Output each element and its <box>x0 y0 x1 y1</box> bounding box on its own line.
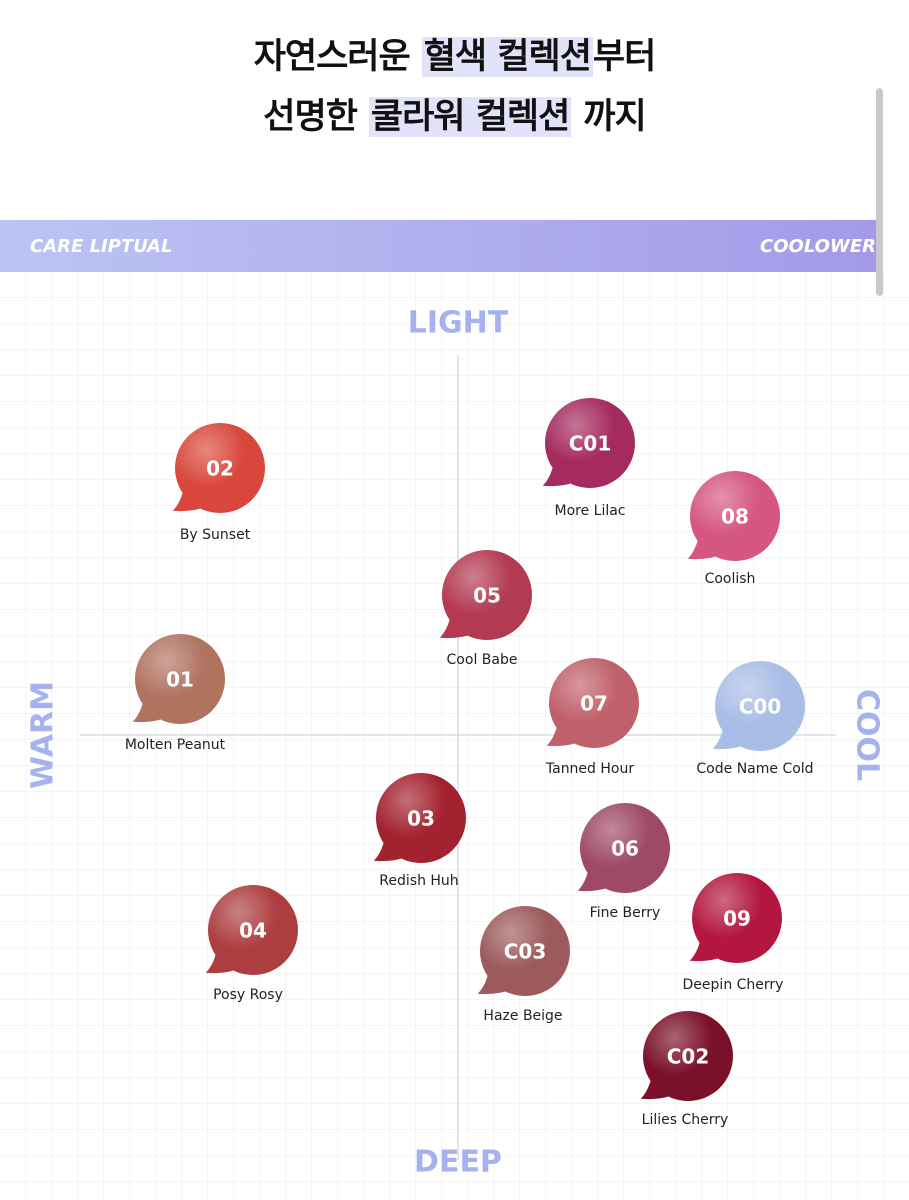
swatch: 06 Fine Berry <box>577 803 670 921</box>
swatch-shine <box>376 773 466 863</box>
header-line: 선명한 쿨라워 컬렉션 까지 <box>0 88 909 139</box>
swatch: 01 Molten Peanut <box>125 634 226 753</box>
scrollbar <box>876 88 883 296</box>
swatch-shine <box>549 658 639 748</box>
swatch-code: 08 <box>721 505 749 529</box>
banner-right: COOLOWER <box>760 236 876 257</box>
swatch: 02 By Sunset <box>172 423 265 543</box>
swatch-shine <box>690 471 780 561</box>
swatch-shine <box>692 873 782 963</box>
swatch: 03 Redish Huh <box>373 773 466 889</box>
axis-label-top: LIGHT <box>408 306 509 341</box>
banner <box>0 220 880 272</box>
header-highlight: 쿨라워 컬렉션 <box>368 97 572 137</box>
swatch-shine <box>580 803 670 893</box>
swatch-name: Tanned Hour <box>545 761 634 777</box>
swatch: 07 Tanned Hour <box>545 658 639 777</box>
swatch-name: Code Name Cold <box>696 761 813 777</box>
header-highlight: 혈색 컬렉션 <box>421 37 593 77</box>
swatch: C03 Haze Beige <box>477 906 570 1024</box>
header-text: 자연스러운 <box>253 37 411 77</box>
swatch-shine <box>643 1011 733 1101</box>
swatch-name: Deepin Cherry <box>683 977 784 993</box>
header-line: 자연스러운 혈색 컬렉션부터 <box>0 28 909 79</box>
swatch-code: C01 <box>569 432 612 456</box>
swatch: 05 Cool Babe <box>439 550 532 668</box>
swatch-code: 01 <box>166 668 194 692</box>
axis-label-right: COOL <box>850 689 885 781</box>
swatch-name: Molten Peanut <box>125 737 226 753</box>
swatch-code: C02 <box>667 1045 710 1069</box>
swatch-name: More Lilac <box>554 503 625 519</box>
swatch-name: Fine Berry <box>590 905 661 921</box>
axis-label-left: WARM <box>26 681 61 789</box>
header-text: 부터 <box>592 37 656 77</box>
swatch-shine <box>135 634 225 724</box>
swatch-name: Lilies Cherry <box>642 1112 729 1128</box>
swatch-shine <box>480 906 570 996</box>
swatch-code: 03 <box>407 807 435 831</box>
swatch-shine <box>175 423 265 513</box>
banner-left: CARE LIPTUAL <box>30 236 172 257</box>
swatch-name: Coolish <box>705 571 756 587</box>
swatch: 08 Coolish <box>687 471 780 587</box>
swatches: 02 By Sunset C01 More Lilac 08 Coolish 05 Cool … <box>125 398 814 1128</box>
swatch: C02 Lilies Cherry <box>640 1011 733 1128</box>
swatch: 09 Deepin Cherry <box>683 873 784 993</box>
swatch-name: Cool Babe <box>447 652 518 668</box>
swatch-code: 02 <box>206 457 234 481</box>
swatch-shine <box>208 885 298 975</box>
swatch-code: 05 <box>473 584 501 608</box>
swatch-code: 04 <box>239 919 267 943</box>
header-text: 까지 <box>583 97 646 137</box>
swatch-code: 06 <box>611 837 639 861</box>
swatch-shine <box>715 661 805 751</box>
swatch-name: Haze Beige <box>483 1008 562 1024</box>
swatch-name: Redish Huh <box>379 873 458 889</box>
swatch-shine <box>442 550 532 640</box>
header-text: 선명한 <box>263 97 358 137</box>
swatch-code: C03 <box>504 940 547 964</box>
swatch-name: By Sunset <box>180 527 251 543</box>
axis-label-bottom: DEEP <box>414 1145 502 1180</box>
swatch-code: 09 <box>723 907 751 931</box>
swatch-code: 07 <box>580 692 608 716</box>
swatch-shine <box>545 398 635 488</box>
swatch: 04 Posy Rosy <box>205 885 298 1003</box>
swatch: C01 More Lilac <box>542 398 635 519</box>
swatch-code: C00 <box>739 695 782 719</box>
swatch-name: Posy Rosy <box>213 987 283 1003</box>
swatch: C00 Code Name Cold <box>696 661 814 777</box>
